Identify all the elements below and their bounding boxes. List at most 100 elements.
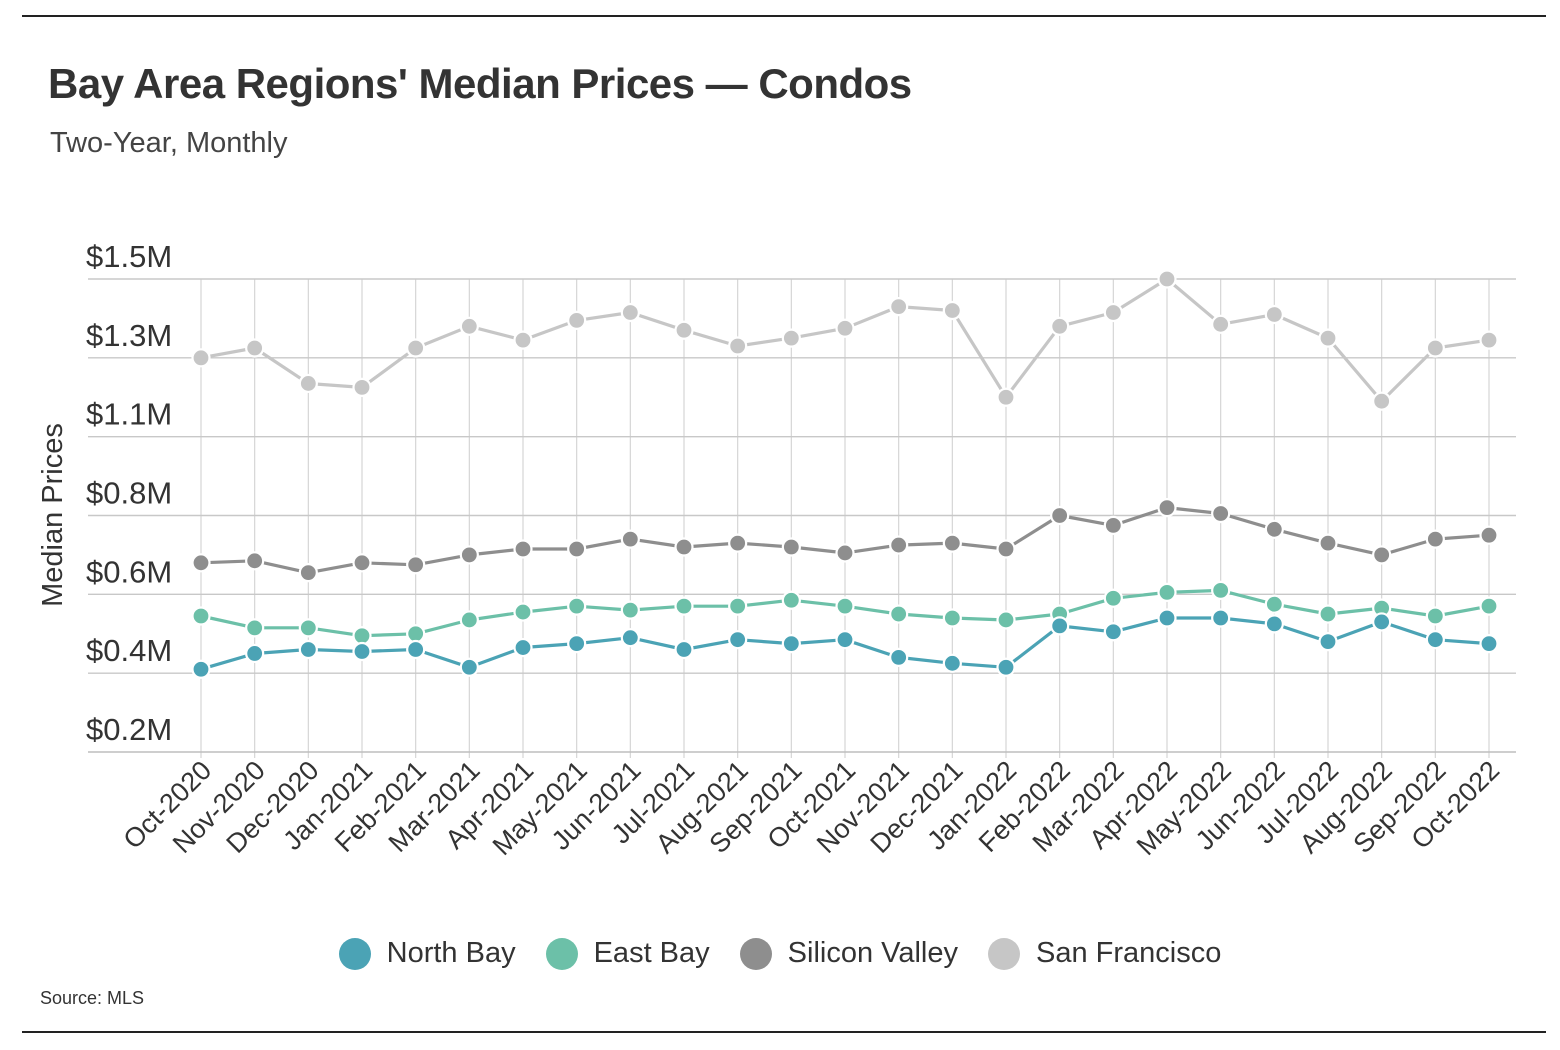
data-point-san-francisco [781,328,801,348]
data-point-north-bay [1264,614,1284,634]
data-point-silicon-valley [996,539,1016,559]
data-point-san-francisco [889,296,909,317]
data-point-silicon-valley [889,535,909,555]
data-point-east-bay [1479,596,1499,616]
data-point-east-bay [1425,606,1445,626]
data-point-silicon-valley [352,553,372,573]
data-point-san-francisco [352,377,372,397]
data-point-north-bay [567,634,587,654]
data-point-san-francisco [513,330,533,350]
data-point-north-bay [674,639,694,660]
legend-marker [338,937,371,970]
data-point-north-bay [459,657,479,677]
legend-item-east-bay: East Bay [545,937,710,970]
y-tick-label: $0.4M [86,633,172,668]
x-axis-tick-labels: Oct-2020Nov-2020Dec-2020Jan-2021Feb-2021… [117,755,1505,861]
chart-subtitle: Two-Year, Monthly [50,127,288,159]
data-point-east-bay [620,600,640,620]
data-point-east-bay [1264,594,1284,614]
data-point-north-bay [1425,630,1445,650]
legend-marker [739,937,772,970]
data-point-east-bay [728,596,748,616]
data-point-north-bay [406,639,426,660]
data-point-san-francisco [1425,338,1445,358]
data-point-north-bay [1372,612,1392,632]
source-note: Source: MLS [40,988,145,1008]
data-point-north-bay [889,647,909,668]
data-point-san-francisco [1211,314,1231,334]
data-point-east-bay [245,618,265,638]
y-tick-label: $1.3M [86,318,172,353]
data-point-east-bay [567,596,587,616]
data-point-san-francisco [298,373,318,394]
data-point-silicon-valley [942,533,962,553]
data-point-east-bay [298,618,318,638]
data-point-san-francisco [942,300,962,321]
data-point-east-bay [1211,580,1231,600]
data-point-north-bay [191,659,211,679]
data-point-silicon-valley [1318,533,1338,553]
y-tick-label: $1.1M [86,397,172,432]
legend-marker [987,937,1020,970]
legend-item-silicon-valley: Silicon Valley [739,937,958,970]
legend-marker [545,937,578,970]
data-point-silicon-valley [191,553,211,573]
data-point-san-francisco [620,302,640,323]
series-san-francisco [191,269,1499,411]
data-point-silicon-valley [620,529,640,549]
data-point-silicon-valley [1372,545,1392,565]
data-point-silicon-valley [728,533,748,553]
data-point-san-francisco [1479,330,1499,350]
bottom-rule [22,1031,1546,1033]
data-point-silicon-valley [459,545,479,565]
data-point-north-bay [1211,608,1231,628]
y-axis-label: Median Prices [37,423,69,607]
data-point-silicon-valley [1425,529,1445,549]
data-point-north-bay [1157,608,1177,628]
data-point-silicon-valley [406,555,426,575]
legend-item-san-francisco: San Francisco [987,937,1222,970]
chart-title: Bay Area Regions' Median Prices — Condos [48,60,912,107]
data-point-east-bay [996,610,1016,630]
legend-label: East Bay [593,937,710,969]
data-point-san-francisco [1050,316,1070,336]
y-tick-label: $0.6M [86,554,172,589]
data-point-east-bay [406,624,426,644]
series-east-bay [191,580,1499,646]
data-point-silicon-valley [1211,503,1231,524]
legend-item-north-bay: North Bay [338,937,516,970]
data-point-silicon-valley [298,563,318,583]
data-point-east-bay [1157,582,1177,602]
data-point-san-francisco [835,318,855,338]
data-point-north-bay [942,653,962,673]
data-point-north-bay [1050,616,1070,636]
series-silicon-valley [191,498,1499,583]
data-point-silicon-valley [835,543,855,563]
data-point-silicon-valley [567,539,587,559]
series-north-bay [191,608,1499,679]
data-point-silicon-valley [1264,519,1284,539]
data-point-north-bay [245,643,265,664]
data-point-san-francisco [245,338,265,358]
data-point-silicon-valley [1103,515,1123,535]
legend-label: North Bay [386,937,516,969]
data-point-east-bay [781,590,801,610]
data-point-north-bay [513,637,533,658]
data-point-north-bay [620,628,640,648]
data-point-north-bay [298,639,318,660]
data-point-east-bay [889,604,909,624]
data-point-san-francisco [406,338,426,358]
data-point-san-francisco [1157,269,1177,289]
y-tick-label: $0.8M [86,476,172,511]
data-point-silicon-valley [674,537,694,557]
data-point-san-francisco [1318,328,1338,348]
data-point-north-bay [352,641,372,662]
data-point-north-bay [1318,632,1338,652]
data-point-silicon-valley [781,537,801,557]
legend-label: San Francisco [1035,937,1222,969]
data-point-silicon-valley [1050,505,1070,526]
data-point-san-francisco [674,320,694,340]
data-point-silicon-valley [245,551,265,571]
data-point-east-bay [352,626,372,646]
data-point-san-francisco [1103,302,1123,323]
